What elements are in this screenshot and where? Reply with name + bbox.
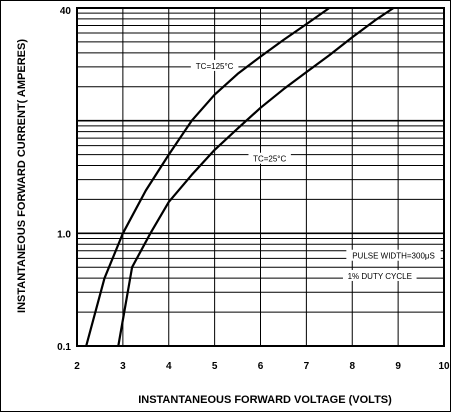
x-tick-label: 9 xyxy=(395,361,401,372)
annotation-background xyxy=(346,249,441,261)
plot-area xyxy=(76,7,445,347)
x-tick-label: 2 xyxy=(74,361,80,372)
annotation-label: TC=25°C xyxy=(253,155,286,164)
y-tick-label: 0.1 xyxy=(57,342,71,353)
y-axis-title: INSTANTANEOUS FORWARD CURRENT( AMPERES) xyxy=(16,39,28,313)
series-line-2 xyxy=(117,7,395,347)
y-tick-label: 1.0 xyxy=(57,229,71,240)
labels: 2 3 4 5 6 7 8 9 10 40 1.0 0.1 TC=125°C TC=25°C PULSE W… xyxy=(57,6,450,372)
y-tick-label: 40 xyxy=(60,6,72,17)
x-tick-label: 5 xyxy=(212,361,218,372)
series-line-1 xyxy=(85,7,330,347)
x-tick-label: 10 xyxy=(438,361,450,372)
annotation-background xyxy=(190,59,239,71)
x-tick-label: 4 xyxy=(166,361,172,372)
annotation-label: PULSE WIDTH=300μS xyxy=(352,252,435,261)
annotation-label: TC=125°C xyxy=(196,62,234,71)
x-tick-label: 7 xyxy=(304,361,310,372)
x-tick-label: 3 xyxy=(120,361,126,372)
x-tick-label: 8 xyxy=(349,361,355,372)
grid xyxy=(77,8,444,346)
x-tick-label: 6 xyxy=(258,361,264,372)
annotation-background xyxy=(342,269,417,281)
series-layer xyxy=(85,7,395,347)
annotation-label: 1% DUTY CYCLE xyxy=(348,272,412,281)
annotation-background xyxy=(248,152,291,164)
x-axis-title: INSTANTANEOUS FORWARD VOLTAGE (VOLTS) xyxy=(138,394,392,406)
